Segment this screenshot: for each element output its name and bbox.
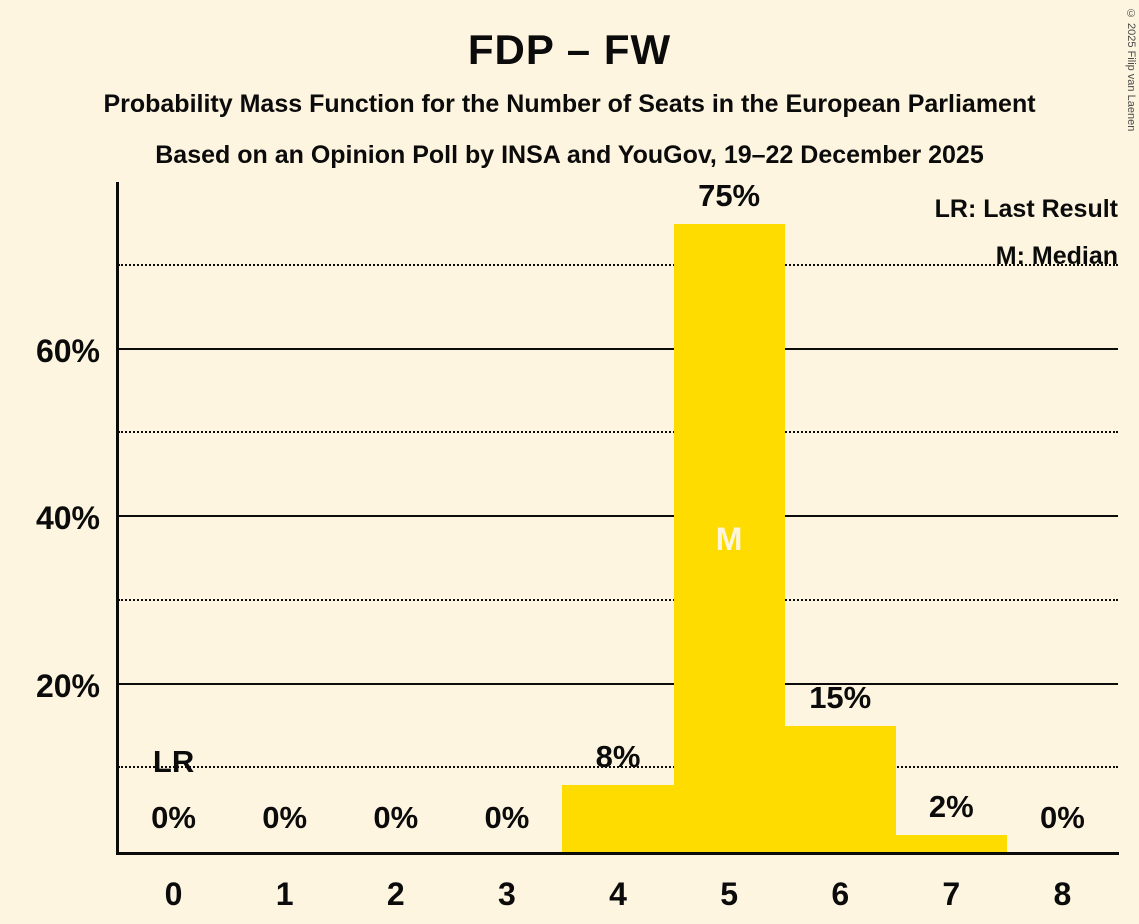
bar: [673, 223, 785, 852]
gridline-solid: [118, 515, 1118, 517]
gridline-dotted: [118, 766, 1118, 769]
gridline-dotted: [118, 263, 1118, 266]
bar: [562, 785, 674, 852]
bar-value-label: 8%: [595, 739, 641, 774]
bar-value-label: 0%: [484, 800, 530, 835]
x-tick-label: 0: [164, 876, 183, 912]
legend: LR: Last Result M: Median: [935, 186, 1118, 280]
plot-area: 20% 40% 60% 0% 0 0% 1 0% 2 0% 3 8% 4 75% 5 15% 6 2% 7 0% 8 M L…: [36, 178, 1119, 912]
bar-value-label: 15%: [809, 680, 872, 716]
bar-value-label: 75%: [698, 177, 761, 213]
chart-subtitle-2: Based on an Opinion Poll by INSA and You…: [155, 141, 984, 169]
x-tick-label: 5: [720, 876, 738, 912]
gridline-dotted: [118, 431, 1118, 434]
x-tick-label: 3: [497, 876, 516, 912]
bar-value-label: 0%: [262, 800, 308, 835]
bar: [784, 726, 896, 852]
gridline-solid: [118, 347, 1118, 350]
legend-last-result: LR: Last Result: [934, 195, 1118, 223]
last-result-marker: LR: [152, 744, 195, 779]
y-tick-label: 60%: [35, 332, 100, 369]
bar-value-label: 0%: [1040, 800, 1085, 835]
y-tick-label: 20%: [35, 667, 100, 704]
y-axis-line: [116, 182, 119, 855]
bar-value-label: 2%: [928, 789, 974, 825]
gridline-dotted: [118, 598, 1118, 601]
x-axis-line: [116, 852, 1119, 855]
bar-value-label: 0%: [151, 800, 196, 835]
y-tick-label: 40%: [35, 500, 100, 536]
bar: [895, 835, 1007, 852]
gridline-solid: [118, 682, 1118, 685]
x-tick-label: 2: [386, 876, 405, 912]
chart-subtitle: Probability Mass Function for the Number…: [103, 90, 1036, 118]
x-tick-label: 1: [275, 876, 294, 912]
x-tick-label: 6: [831, 876, 850, 912]
bar-value-label: 0%: [373, 800, 419, 835]
x-tick-label: 7: [942, 876, 961, 912]
chart-title: FDP – FW: [467, 26, 672, 73]
x-tick-label: 4: [609, 876, 627, 912]
median-marker: M: [715, 520, 743, 557]
copyright-notice: © 2025 Filip van Laenen: [1125, 8, 1137, 132]
x-tick-label: 8: [1053, 876, 1072, 912]
